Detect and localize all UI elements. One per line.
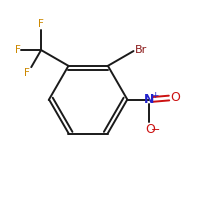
Text: −: −	[151, 125, 160, 135]
Text: N: N	[144, 93, 154, 106]
Text: F: F	[24, 68, 30, 78]
Text: F: F	[15, 45, 20, 55]
Text: O: O	[145, 123, 155, 136]
Text: Br: Br	[134, 45, 147, 55]
Text: +: +	[151, 91, 158, 100]
Text: O: O	[170, 91, 180, 104]
Text: F: F	[38, 19, 44, 29]
